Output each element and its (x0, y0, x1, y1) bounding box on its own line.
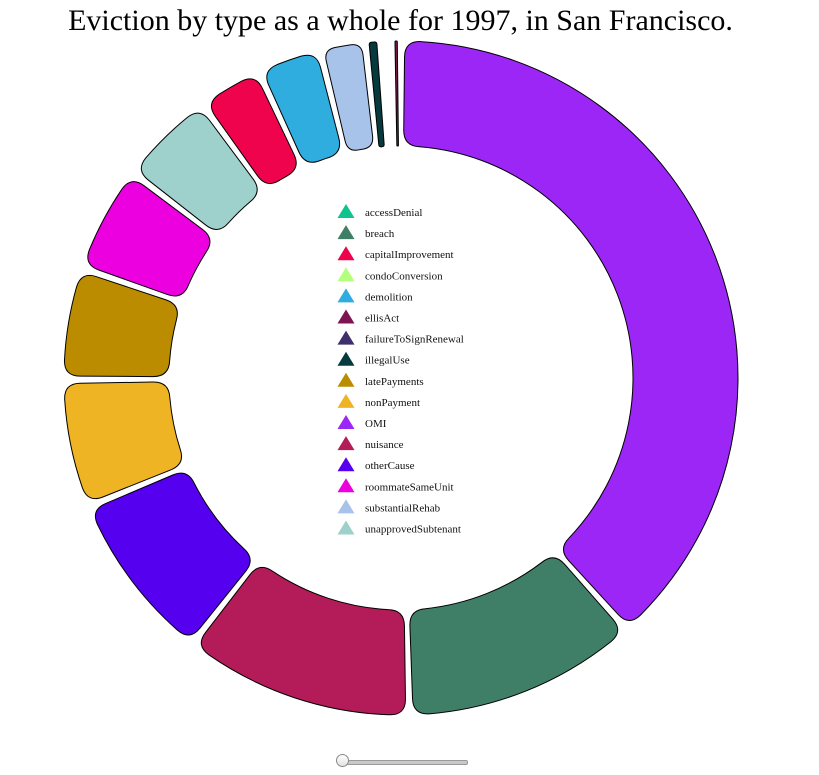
slice-breach[interactable] (409, 557, 619, 715)
chart-title: Eviction by type as a whole for 1997, in… (68, 4, 733, 37)
donut-chart: accessDenial breach capitalImprovement cond… (63, 40, 739, 716)
legend-marker-substantialRehab (337, 499, 355, 514)
slice-OMI[interactable] (403, 41, 739, 622)
slice-roommateSameUnit[interactable] (87, 181, 211, 297)
legend-marker-capitalImprovement (337, 246, 355, 261)
legend-label-capitalImprovement: capitalImprovement (365, 249, 454, 261)
legend-marker-latePayments (337, 372, 355, 387)
legend-marker-condoConversion (337, 267, 355, 282)
slice-ellisAct[interactable] (394, 40, 399, 147)
legend-marker-demolition (337, 288, 355, 303)
year-slider[interactable] (336, 752, 468, 770)
legend-marker-failureToSignRenewal (337, 330, 355, 345)
legend-label-unapprovedSubtenant: unapprovedSubtenant (365, 524, 461, 536)
slice-nonPayment[interactable] (64, 381, 183, 500)
slice-demolition[interactable] (266, 54, 341, 163)
slider-thumb[interactable] (336, 754, 349, 767)
legend-marker-illegalUse (337, 351, 355, 366)
legend-label-demolition: demolition (365, 291, 413, 303)
legend-label-OMI: OMI (365, 418, 387, 430)
legend-marker-nuisance (337, 436, 355, 451)
legend-label-failureToSignRenewal: failureToSignRenewal (365, 334, 464, 346)
legend-label-roommateSameUnit: roommateSameUnit (365, 481, 454, 493)
legend-label-illegalUse: illegalUse (365, 355, 410, 367)
legend-marker-breach (337, 225, 355, 240)
slice-unapprovedSubtenant[interactable] (140, 112, 258, 230)
legend-label-breach: breach (365, 228, 395, 240)
legend-marker-unapprovedSubtenant (337, 520, 355, 535)
legend-marker-otherCause (337, 457, 355, 472)
legend-label-nonPayment: nonPayment (365, 397, 420, 409)
legend: accessDenial breach capitalImprovement cond… (337, 204, 464, 536)
legend-label-substantialRehab: substantialRehab (365, 502, 441, 514)
donut-slices (63, 40, 739, 716)
slice-substantialRehab[interactable] (325, 44, 374, 151)
legend-label-nuisance: nuisance (365, 439, 404, 451)
legend-label-otherCause: otherCause (365, 460, 415, 472)
legend-marker-OMI (337, 415, 355, 429)
legend-label-ellisAct: ellisAct (365, 313, 399, 325)
slice-capitalImprovement[interactable] (210, 78, 297, 185)
legend-marker-ellisAct (337, 309, 355, 324)
legend-label-condoConversion: condoConversion (365, 270, 443, 282)
legend-marker-nonPayment (337, 393, 355, 408)
slice-latePayments[interactable] (63, 274, 178, 378)
slice-nuisance[interactable] (200, 566, 406, 716)
slider-track[interactable] (342, 760, 468, 765)
slice-otherCause[interactable] (94, 472, 251, 636)
legend-label-accessDenial: accessDenial (365, 207, 422, 219)
legend-marker-roommateSameUnit (337, 478, 355, 493)
legend-marker-accessDenial (337, 204, 355, 218)
slice-illegalUse[interactable] (368, 41, 385, 148)
legend-label-latePayments: latePayments (365, 376, 424, 388)
